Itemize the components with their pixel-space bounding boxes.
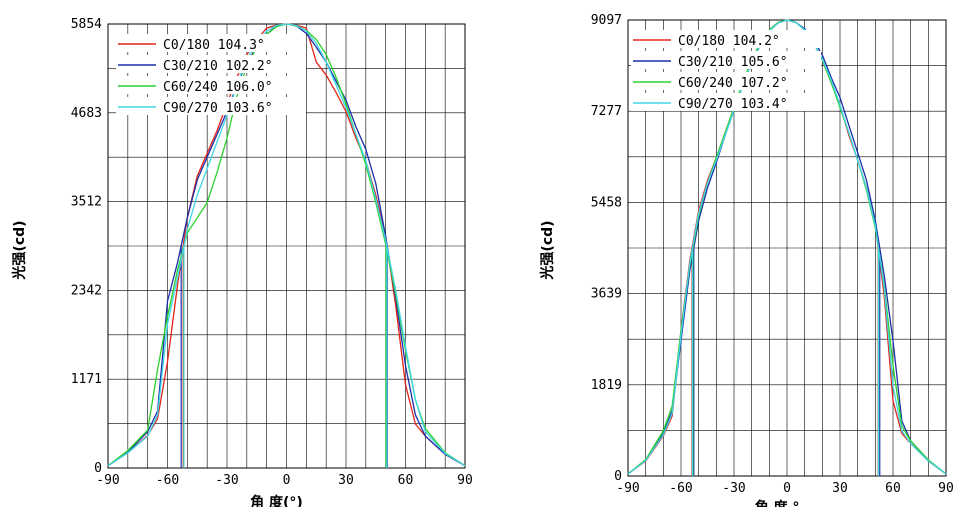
legend-label: C60/240 106.0°: [163, 80, 273, 95]
y-tick-label: 5854: [71, 17, 102, 32]
legend-background: [631, 93, 821, 111]
y-tick-label: 7277: [591, 104, 622, 119]
y-tick-label: 2342: [71, 283, 102, 298]
x-tick-label: 90: [457, 473, 473, 488]
y-tick-label: 0: [94, 461, 102, 476]
legend-label: C90/270 103.4°: [678, 97, 788, 112]
chart-left: -90 -60 -30 0 30 60 90 0 1171 2342 3512 4683 5854 C0/…: [11, 17, 473, 507]
y-tick-label: 5458: [591, 195, 622, 210]
x-tick-label: -60: [156, 473, 179, 488]
legend-label: C30/210 105.6°: [678, 55, 788, 70]
y-tick-label: 0: [614, 469, 622, 484]
legend-label: C90/270 103.6°: [163, 101, 273, 116]
legend-background: [631, 72, 821, 90]
y-axis-title: 光强(cd): [11, 220, 28, 280]
x-tick-label: -90: [616, 481, 639, 496]
x-axis-title: 角 度(°): [250, 494, 303, 507]
x-tick-label: 30: [832, 481, 848, 496]
legend-background: [631, 51, 821, 69]
y-axis-title: 光强(cd): [539, 220, 556, 280]
legend-background: [631, 30, 821, 48]
y-tick-label: 1819: [591, 378, 622, 393]
legend-label: C0/180 104.3°: [163, 38, 265, 53]
legend-label: C0/180 104.2°: [678, 34, 780, 49]
x-tick-label: -30: [215, 473, 238, 488]
x-axis-title: 角 度 °: [755, 499, 800, 507]
x-tick-label: 0: [783, 481, 791, 496]
y-tick-label: 3512: [71, 195, 102, 210]
legend-background: [116, 97, 306, 115]
legend-label: C60/240 107.2°: [678, 76, 788, 91]
x-tick-label: 90: [938, 481, 954, 496]
y-tick-label: 4683: [71, 106, 102, 121]
legend-label: C30/210 102.2°: [163, 59, 273, 74]
x-tick-label: 60: [885, 481, 901, 496]
x-tick-label: 0: [283, 473, 291, 488]
x-tick-label: 30: [338, 473, 354, 488]
series-line-c90: [107, 23, 466, 467]
x-tick-label: -90: [96, 473, 119, 488]
x-tick-label: -30: [722, 481, 745, 496]
x-tick-label: 60: [398, 473, 414, 488]
y-tick-label: 9097: [591, 13, 622, 28]
y-tick-label: 3639: [591, 287, 622, 302]
y-tick-label: 1171: [71, 372, 102, 387]
series-line-c90: [627, 19, 947, 475]
chart-right: -90 -60 -30 0 30 60 90 0 1819 3639 5458 7277 9097 C0/…: [539, 13, 954, 507]
legend-background: [116, 76, 306, 94]
x-tick-label: -60: [669, 481, 692, 496]
legend-background: [116, 34, 306, 52]
legend-background: [116, 55, 306, 73]
